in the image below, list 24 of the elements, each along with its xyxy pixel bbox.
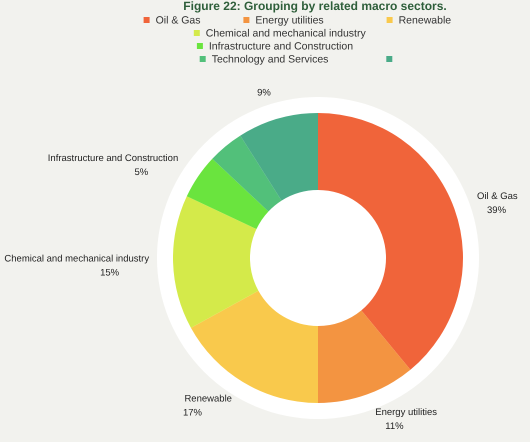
- legend-label: Renewable: [398, 14, 452, 26]
- data-label: 9%: [257, 88, 272, 99]
- donut-slice: [318, 310, 410, 403]
- donut-slice: [318, 113, 463, 370]
- data-label: 39%: [487, 204, 507, 216]
- donut-slice: [240, 113, 318, 201]
- data-label: 5%: [134, 167, 149, 178]
- donut-slice: [186, 158, 268, 230]
- data-label: 11%: [385, 421, 404, 432]
- slice-label: Renewable: [184, 393, 232, 404]
- chart-title: Figure 22: Grouping by related macro sectors.: [183, 0, 447, 13]
- slice-label: Energy utilities: [375, 407, 438, 418]
- legend-label: Technology and Services: [212, 54, 328, 66]
- donut-slice: [212, 136, 282, 212]
- data-label: 17%: [182, 407, 203, 418]
- legend-label: Energy utilities: [255, 14, 324, 26]
- data-label: 15%: [100, 267, 120, 278]
- slice-label: Infrastructure and Construction: [48, 153, 178, 164]
- legend-label: Chemical and mechanical industry: [206, 28, 366, 40]
- slice-label: Oil & Gas: [477, 190, 518, 202]
- slice-label: Chemical and mechanical industry: [4, 253, 150, 264]
- legend-label: Infrastructure and Construction: [208, 40, 354, 52]
- legend-label: Oil & Gas: [156, 14, 201, 26]
- donut-slice: [173, 196, 258, 328]
